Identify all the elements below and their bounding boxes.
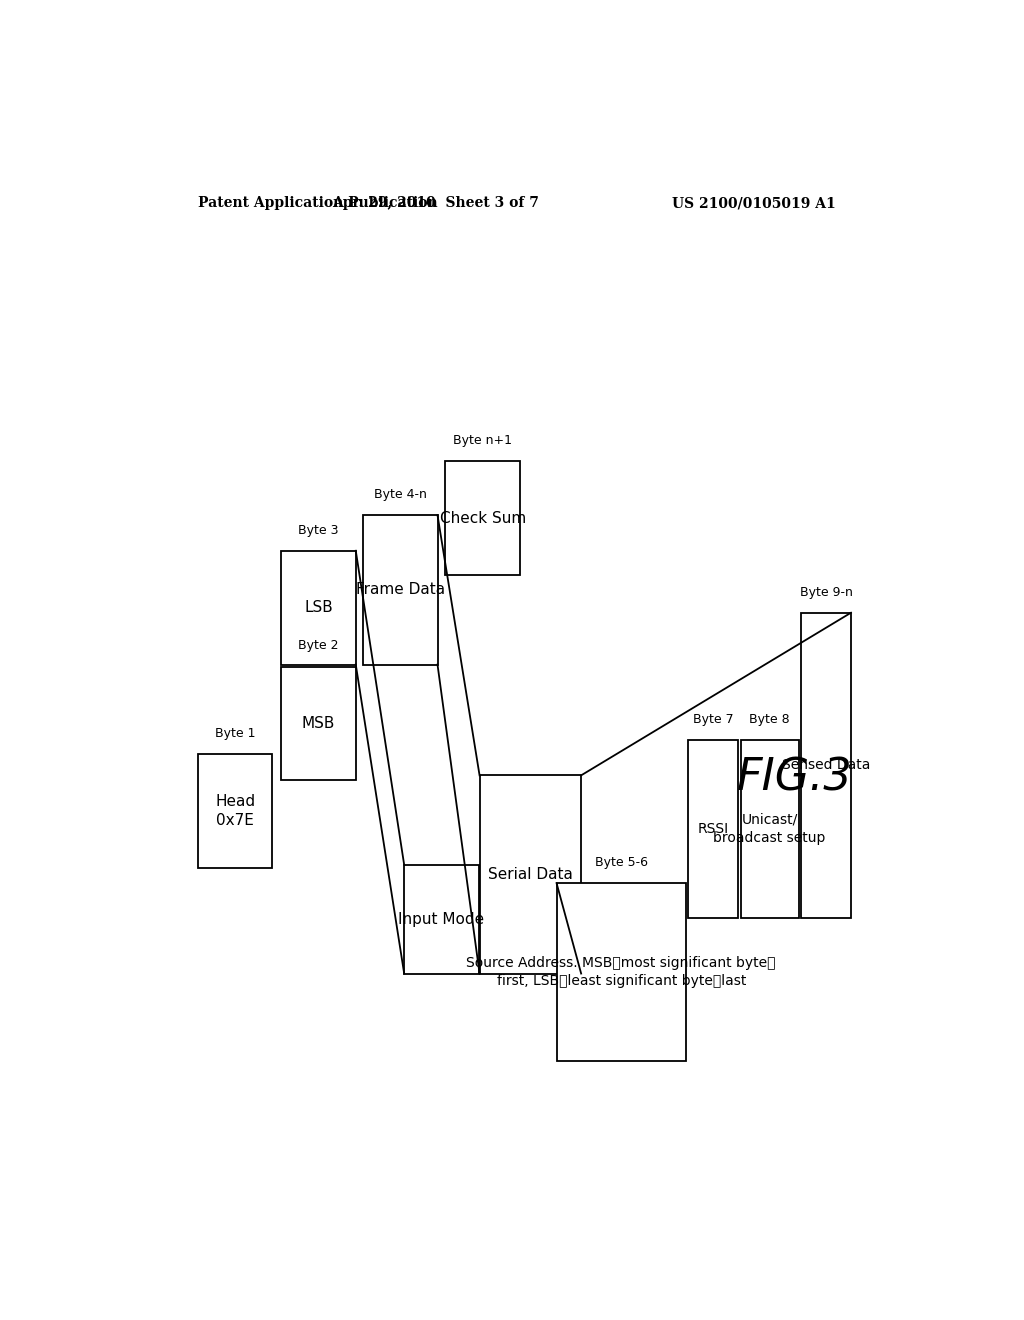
- Bar: [198, 754, 272, 867]
- Bar: [282, 667, 355, 780]
- Text: RSSI: RSSI: [697, 822, 729, 836]
- Text: MSB: MSB: [302, 715, 335, 731]
- Text: Byte 1: Byte 1: [215, 727, 255, 739]
- Text: Patent Application Publication: Patent Application Publication: [198, 197, 437, 210]
- Bar: [740, 739, 799, 917]
- Bar: [282, 550, 355, 664]
- Text: LSB: LSB: [304, 601, 333, 615]
- Text: Head
0x7E: Head 0x7E: [215, 793, 255, 829]
- Bar: [801, 612, 851, 917]
- Bar: [557, 883, 686, 1061]
- Text: Byte 8: Byte 8: [750, 713, 790, 726]
- Text: Byte n+1: Byte n+1: [454, 434, 512, 447]
- Text: Frame Data: Frame Data: [355, 582, 444, 598]
- Text: Byte 2: Byte 2: [298, 639, 339, 652]
- Text: Sensed Data: Sensed Data: [781, 758, 870, 772]
- Text: Byte 9-n: Byte 9-n: [800, 586, 852, 598]
- Bar: [362, 515, 437, 664]
- Text: Apr. 29, 2010  Sheet 3 of 7: Apr. 29, 2010 Sheet 3 of 7: [333, 197, 540, 210]
- Text: US 2100/0105019 A1: US 2100/0105019 A1: [672, 197, 836, 210]
- Text: Unicast/
broadcast setup: Unicast/ broadcast setup: [714, 813, 825, 845]
- Text: Byte 7: Byte 7: [693, 713, 733, 726]
- Bar: [404, 865, 479, 974]
- Text: Serial Data: Serial Data: [487, 867, 572, 882]
- Text: Input Mode: Input Mode: [398, 912, 484, 927]
- Text: Source Address. MSB（most significant byte）
first, LSB（least significant byte）las: Source Address. MSB（most significant byt…: [467, 956, 776, 989]
- Text: FIG.3: FIG.3: [736, 756, 853, 800]
- Text: Byte 4-n: Byte 4-n: [374, 488, 427, 500]
- Bar: [479, 775, 582, 974]
- Text: Check Sum: Check Sum: [439, 511, 526, 525]
- Bar: [688, 739, 738, 917]
- Text: Byte 5-6: Byte 5-6: [595, 855, 648, 869]
- Bar: [445, 461, 520, 576]
- Text: Byte 3: Byte 3: [298, 524, 339, 536]
